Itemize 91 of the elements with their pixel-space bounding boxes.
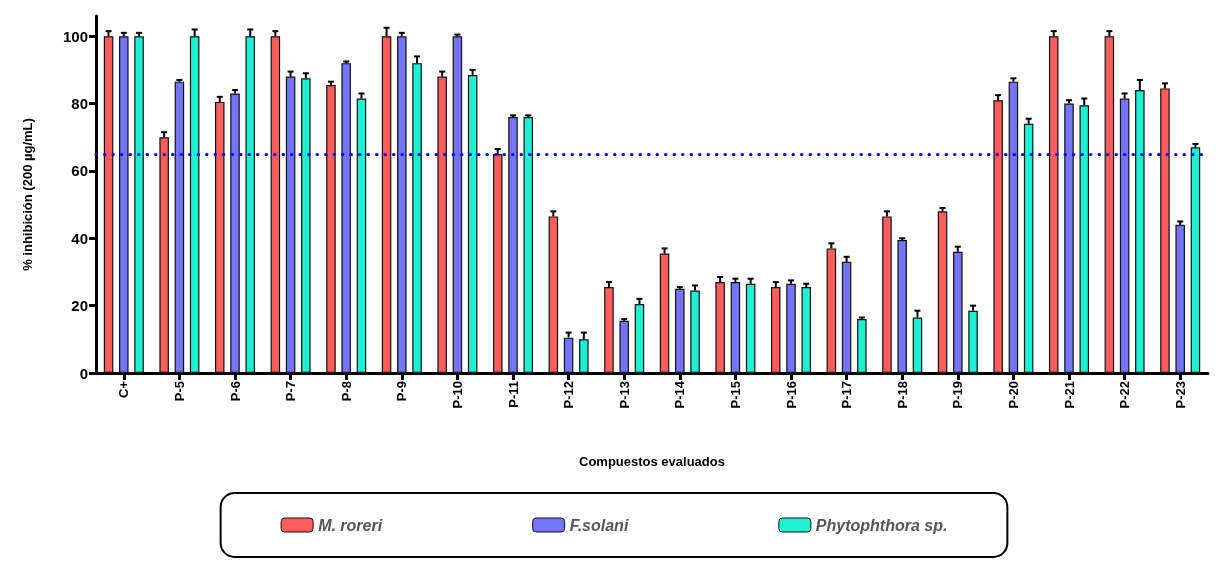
bar <box>134 36 144 373</box>
bar <box>119 36 129 373</box>
bar <box>356 98 367 373</box>
bar <box>189 36 200 373</box>
bar <box>634 303 645 373</box>
bar <box>1175 224 1185 373</box>
bar <box>826 248 837 373</box>
x-tick-label: P-18 <box>894 381 910 409</box>
bar <box>993 100 1003 373</box>
bar <box>412 63 422 373</box>
bar <box>897 239 907 373</box>
y-tick-label: 0 <box>79 364 88 382</box>
y-tick-label: 60 <box>71 162 88 180</box>
bar <box>730 282 741 373</box>
bar <box>508 117 518 373</box>
bar <box>841 261 852 373</box>
legend-label: F.solani <box>569 516 629 534</box>
bar <box>937 211 948 373</box>
legend-label: M. roreri <box>318 516 383 534</box>
x-tick-label: P-13 <box>616 381 632 409</box>
y-tick-label: 40 <box>71 229 88 247</box>
x-tick-label: P-17 <box>839 381 855 409</box>
bar <box>492 154 503 373</box>
bar <box>563 337 574 373</box>
bar <box>381 36 392 373</box>
bar <box>675 288 685 373</box>
legend-label: Phytophthora sp. <box>815 516 948 534</box>
bar <box>619 320 629 373</box>
bar <box>523 117 534 373</box>
bar <box>857 319 867 373</box>
bar <box>159 137 169 373</box>
bar <box>301 78 311 373</box>
y-tick-label: 100 <box>62 27 88 45</box>
x-tick-label: P-11 <box>505 381 521 408</box>
x-tick-label: P-19 <box>950 381 966 409</box>
bar <box>1135 90 1145 373</box>
y-tick-label: 80 <box>71 95 88 113</box>
bar <box>1064 103 1074 373</box>
x-tick-label: P-10 <box>449 381 465 409</box>
bar <box>103 36 114 373</box>
bar <box>214 101 225 373</box>
x-tick-label: P-8 <box>338 381 354 402</box>
x-tick-label: P-12 <box>561 381 577 409</box>
bar <box>659 253 670 373</box>
bar <box>397 36 407 373</box>
bar <box>882 216 892 373</box>
bar <box>715 282 725 373</box>
bar <box>745 283 756 373</box>
bar <box>548 216 559 373</box>
bar <box>968 310 978 373</box>
bar <box>786 283 796 373</box>
bar <box>1079 105 1090 373</box>
bar <box>801 287 812 373</box>
x-tick-label: P-9 <box>394 381 410 402</box>
bar <box>174 81 185 373</box>
bar <box>1190 147 1201 373</box>
bar <box>579 339 589 373</box>
bar <box>326 85 336 373</box>
y-tick-label: 20 <box>71 297 88 315</box>
x-tick-label: P-23 <box>1172 381 1188 409</box>
y-axis-title: % inhibición (200 µg/mL) <box>20 118 35 271</box>
x-tick-label: P-21 <box>1061 381 1077 409</box>
bar <box>1160 88 1170 373</box>
bar <box>230 93 240 373</box>
bar <box>341 63 351 373</box>
bar <box>1119 98 1130 373</box>
x-tick-label: C+ <box>116 380 132 398</box>
bar <box>285 76 296 373</box>
bar <box>245 36 256 373</box>
bar <box>770 287 781 373</box>
bar <box>912 317 923 373</box>
bar <box>1023 123 1034 373</box>
x-tick-label: P-14 <box>672 380 688 409</box>
x-tick-label: P-7 <box>283 381 299 402</box>
bar <box>953 251 963 373</box>
x-tick-label: P-20 <box>1005 381 1021 409</box>
bar <box>270 36 281 373</box>
x-tick-label: P-16 <box>783 381 799 409</box>
bar <box>437 76 447 373</box>
x-tick-label: P-5 <box>171 381 187 402</box>
bar <box>452 36 463 373</box>
bar <box>1048 36 1059 373</box>
x-tick-label: P-15 <box>727 381 743 409</box>
bar <box>690 290 700 373</box>
bar <box>1104 36 1115 373</box>
x-tick-label: P-6 <box>227 381 243 402</box>
bar <box>1008 81 1019 373</box>
bar <box>467 74 478 373</box>
x-axis-title: Compuestos evaluados <box>579 454 725 469</box>
x-tick-label: P-22 <box>1117 381 1133 409</box>
bar <box>604 287 614 373</box>
